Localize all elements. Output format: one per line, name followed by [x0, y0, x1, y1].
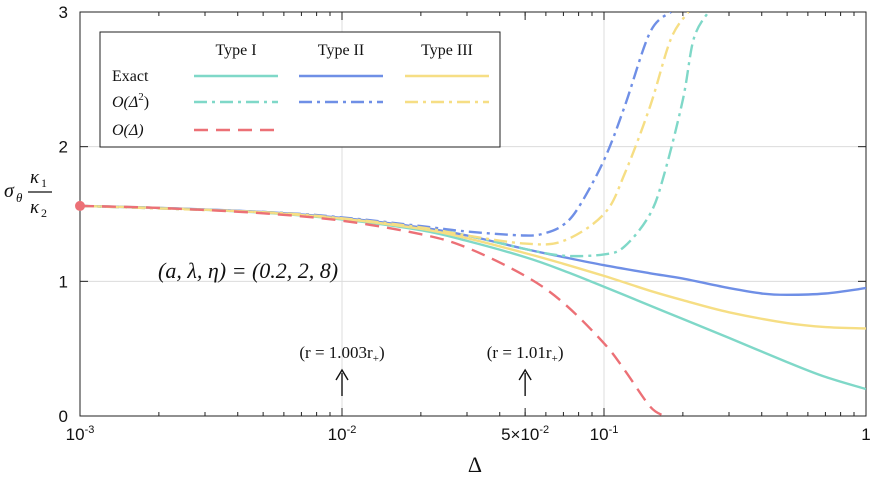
series-line-0: [80, 204, 866, 391]
legend-box: [99, 31, 501, 148]
y-tick-label-1: 1: [59, 272, 68, 291]
legend-row-label-0: Exact: [112, 68, 149, 85]
marker-arrowhead-0: [335, 368, 349, 381]
series-line-4: [80, 12, 672, 237]
plot-frame: [79, 11, 867, 417]
radius-markers: (r = 1.003r+) (r = 1.01r+): [299, 343, 563, 396]
y-tick-label-2: 2: [59, 138, 68, 157]
series-line-6: [80, 204, 666, 416]
series-group: [80, 12, 866, 416]
x-tick-label-2: 5×10-2: [501, 424, 549, 444]
legend-row-label-1: O(Δ2): [112, 91, 149, 111]
marker-label-1: (r = 1.01r+): [487, 343, 564, 365]
legend-column-0: Type I: [215, 42, 256, 59]
legend-column-2: Type III: [421, 42, 473, 59]
legend-column-1: Type II: [318, 42, 364, 59]
y-label-sub-2: 2: [41, 206, 47, 220]
y-tick-label-0: 0: [59, 407, 68, 426]
y-label-sub-1: 1: [41, 176, 47, 190]
series-line-5: [80, 12, 690, 246]
legend: Type I Type II Type III Exact O(Δ2) O(Δ): [99, 31, 501, 148]
axis-ticks: 10-3 10-2 5×10-2 10-1 1 0 1 2 3: [59, 3, 871, 444]
y-axis-label: σ θ κ 1 κ 2: [4, 167, 52, 220]
y-label-sigma: σ: [4, 180, 15, 202]
x-axis-label: Δ: [468, 452, 482, 477]
y-label-kappa-num: κ: [30, 167, 40, 188]
marker-arrowhead-1: [518, 368, 532, 381]
x-tick-label-1: 10-2: [328, 424, 357, 444]
marker-label-0: (r = 1.003r+): [299, 343, 384, 365]
parameter-annotation: (a, λ, η) = (0.2, 2, 8): [158, 258, 338, 283]
x-tick-label-3: 10-1: [590, 424, 619, 444]
x-tick-label-0: 10-3: [66, 424, 95, 444]
start-point-marker: [75, 200, 85, 211]
y-label-kappa-den: κ: [30, 197, 40, 218]
legend-row-label-2: O(Δ): [112, 122, 144, 139]
x-tick-label-4: 1: [861, 425, 870, 444]
y-tick-label-3: 3: [59, 3, 68, 22]
y-label-theta: θ: [16, 190, 23, 205]
